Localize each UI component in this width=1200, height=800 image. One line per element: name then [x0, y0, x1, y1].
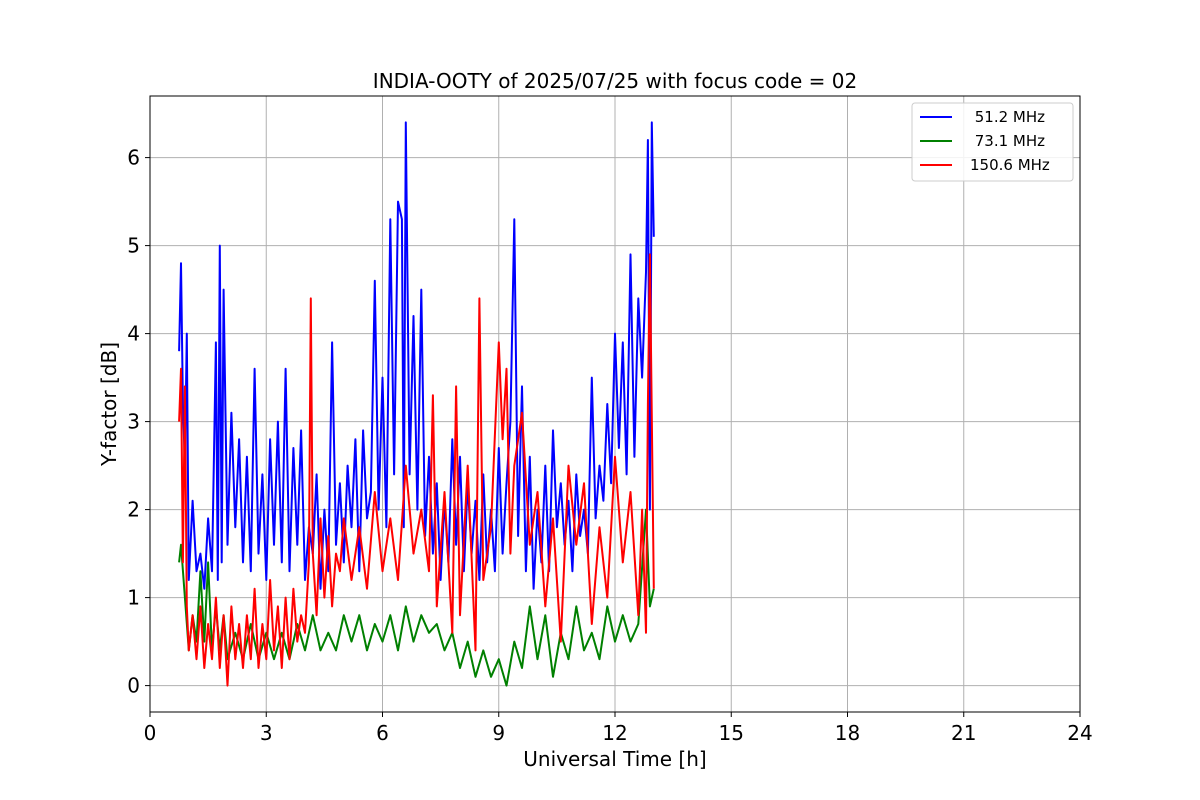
x-tick-label-6: 18	[835, 721, 860, 745]
series-line-2	[178, 253, 655, 687]
x-tick-label-2: 6	[376, 721, 389, 745]
series-line-0	[178, 121, 655, 590]
legend-label-1: 73.1 MHz	[970, 132, 1045, 150]
y-tick-label-6: 6	[127, 146, 140, 170]
y-tick-label-2: 2	[127, 498, 140, 522]
series-lines	[178, 121, 655, 687]
legend-label-2: 150.6 MHz	[970, 156, 1050, 174]
x-tick-label-7: 21	[951, 721, 976, 745]
x-tick-label-0: 0	[144, 721, 157, 745]
legend-label-0: 51.2 MHz	[970, 108, 1045, 126]
x-axis-title: Universal Time [h]	[523, 747, 706, 771]
legend-box	[911, 102, 1074, 182]
x-axis-ticks: 0 3 6 9 12 15 18 21 24	[144, 712, 1093, 745]
chart-title: INDIA-OOTY of 2025/07/25 with focus code…	[373, 69, 857, 93]
y-tick-label-1: 1	[127, 586, 140, 610]
x-tick-label-3: 9	[492, 721, 505, 745]
y-axis-ticks: 0 1 2 3 4 5 6	[127, 146, 150, 698]
x-tick-label-5: 15	[719, 721, 744, 745]
x-tick-label-8: 24	[1067, 721, 1092, 745]
x-tick-label-4: 12	[602, 721, 627, 745]
y-tick-label-5: 5	[127, 234, 140, 258]
y-axis-title: Y-factor [dB]	[97, 342, 121, 467]
y-tick-label-3: 3	[127, 410, 140, 434]
y-tick-label-0: 0	[127, 674, 140, 698]
legend: 51.2 MHz 73.1 MHz 150.6 MHz	[911, 102, 1074, 182]
y-tick-label-4: 4	[127, 322, 140, 346]
x-tick-label-1: 3	[260, 721, 273, 745]
